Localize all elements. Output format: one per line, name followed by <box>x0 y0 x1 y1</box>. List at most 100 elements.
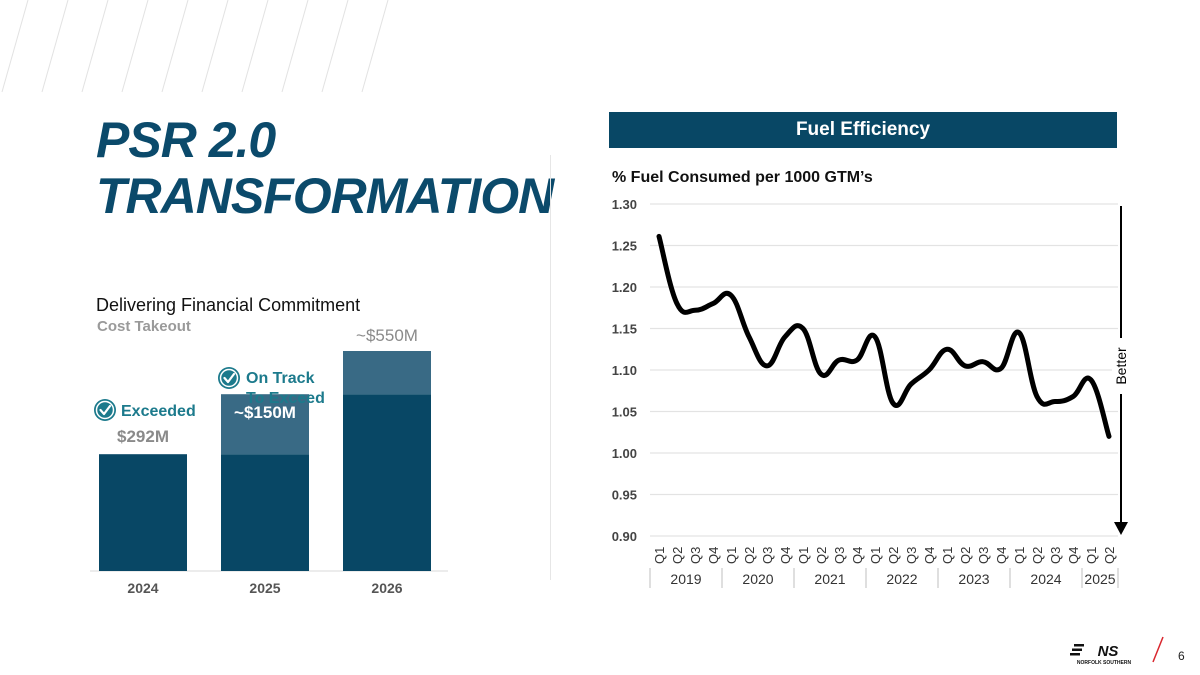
x-year-label: 2019 <box>670 571 701 587</box>
cost-section-title: Delivering Financial Commitment <box>96 295 361 315</box>
x-year-label: 2023 <box>958 571 989 587</box>
data-point <box>1054 401 1056 403</box>
x-tick-label: Q2 <box>886 547 901 564</box>
bar-2026-achieved <box>343 394 431 571</box>
x-tick-label: Q4 <box>922 547 937 564</box>
data-point <box>838 359 840 361</box>
check-mark <box>223 372 236 384</box>
x-tick-label: Q2 <box>1102 547 1117 564</box>
x-tick-label: Q1 <box>724 547 739 564</box>
x-tick-label: Q2 <box>742 547 757 564</box>
data-point <box>1072 396 1074 398</box>
down-arrow-icon <box>1114 522 1128 535</box>
x-tick-label: Q1 <box>652 547 667 564</box>
data-point <box>694 309 696 311</box>
y-tick-label: 1.20 <box>612 280 637 295</box>
data-point <box>1090 379 1092 381</box>
x-tick-label: Q3 <box>688 547 703 564</box>
title-line-2: TRANSFORMATION <box>96 168 554 224</box>
data-point <box>946 348 948 350</box>
data-point <box>748 336 750 338</box>
bar-value-label: ~$550M <box>356 326 418 345</box>
y-tick-label: 1.10 <box>612 363 637 378</box>
x-tick-label: Q1 <box>1084 547 1099 564</box>
better-annotation: Better <box>1113 347 1129 385</box>
x-tick-label: Q2 <box>958 547 973 564</box>
y-tick-label: 1.00 <box>612 446 637 461</box>
check-mark <box>99 404 112 416</box>
bar-category-label: 2026 <box>371 580 402 596</box>
check-circle-icon <box>94 399 116 421</box>
x-year-label: 2022 <box>886 571 917 587</box>
x-year-label: 2024 <box>1030 571 1061 587</box>
status-badge-label: To Exceed <box>246 390 325 407</box>
data-point <box>910 383 912 385</box>
better-label-bg <box>1112 338 1130 394</box>
data-point <box>1036 396 1038 398</box>
y-tick-label: 1.15 <box>612 322 637 337</box>
x-tick-label: Q3 <box>976 547 991 564</box>
x-year-label: 2025 <box>1084 571 1115 587</box>
x-tick-label: Q1 <box>868 547 883 564</box>
check-circle-icon <box>218 367 240 389</box>
data-point <box>982 361 984 363</box>
status-badge-label: Exceeded <box>121 403 196 420</box>
data-point <box>1108 435 1110 437</box>
logo-slash-icon <box>1152 636 1164 663</box>
data-point <box>802 328 804 329</box>
x-tick-label: Q3 <box>760 547 775 564</box>
y-tick-label: 0.95 <box>612 488 637 503</box>
data-point <box>892 402 894 404</box>
x-tick-label: Q4 <box>706 547 721 564</box>
x-tick-label: Q1 <box>1012 547 1027 564</box>
fuel-efficiency-header: Fuel Efficiency <box>609 112 1117 148</box>
x-tick-label: Q2 <box>1030 547 1045 564</box>
x-tick-label: Q4 <box>778 547 793 564</box>
y-tick-label: 1.25 <box>612 239 637 254</box>
panel-divider <box>550 155 551 580</box>
y-tick-label: 0.90 <box>612 529 637 544</box>
logo-mark-text: NS <box>1098 643 1119 660</box>
fuel-chart-ylabel: % Fuel Consumed per 1000 GTM’s <box>612 169 873 186</box>
decorative-stripes <box>1 0 389 93</box>
bar-2026-incremental <box>343 351 431 395</box>
title-line-1: PSR 2.0 <box>96 112 276 168</box>
bar-category-label: 2025 <box>249 580 280 596</box>
data-point <box>856 359 858 361</box>
x-tick-label: Q1 <box>940 547 955 564</box>
data-point <box>820 373 822 375</box>
series-line <box>656 233 1112 439</box>
x-tick-label: Q4 <box>1066 547 1081 564</box>
x-tick-label: Q2 <box>814 547 829 564</box>
status-badge-label: On Track <box>246 370 315 387</box>
bar-2025-incremental <box>221 394 309 455</box>
check-circle-ring <box>219 368 239 388</box>
bar-category-label: 2024 <box>127 580 158 596</box>
x-tick-label: Q1 <box>796 547 811 564</box>
x-tick-label: Q3 <box>832 547 847 564</box>
data-point <box>964 365 966 367</box>
logo-brand-text: NORFOLK SOUTHERN <box>1077 660 1132 666</box>
data-point <box>658 235 660 237</box>
x-tick-label: Q3 <box>904 547 919 564</box>
page-title: PSR 2.0 TRANSFORMATION <box>96 112 554 224</box>
x-tick-label: Q4 <box>850 547 865 564</box>
bar-value-label: $292M <box>117 427 169 446</box>
y-tick-label: 1.30 <box>612 197 637 212</box>
x-tick-label: Q4 <box>994 547 1009 564</box>
y-tick-label: 1.05 <box>612 405 637 420</box>
norfolk-southern-logo: NS NORFOLK SOUTHERN <box>1070 643 1132 666</box>
data-point <box>784 336 786 338</box>
page-number: 6 <box>1178 649 1185 663</box>
bar-2024-achieved <box>99 454 187 571</box>
data-point <box>730 294 732 296</box>
bar-value-label: ~$150M <box>234 403 296 422</box>
data-point <box>928 369 930 371</box>
data-point <box>712 303 714 305</box>
check-circle-ring <box>95 400 115 420</box>
data-point <box>766 365 768 367</box>
x-year-label: 2021 <box>814 571 845 587</box>
data-point <box>1018 332 1020 334</box>
cost-takeout-bar-chart: 2024 2025 2026 $292M ~$150M ~$550M Exceeded On … <box>90 326 448 596</box>
